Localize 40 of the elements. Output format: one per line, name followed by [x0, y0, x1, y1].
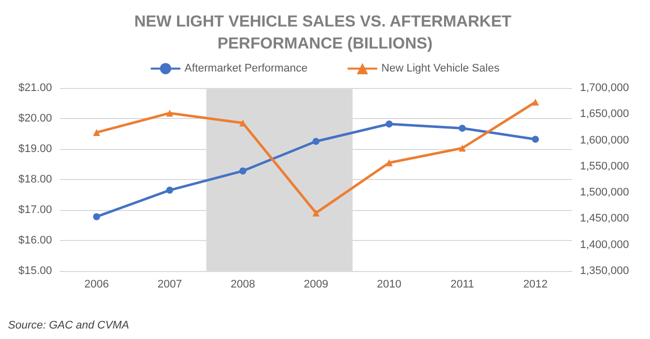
y2-tick-label: 1,600,000: [580, 134, 629, 146]
y-tick-label: $19.00: [18, 143, 52, 155]
y2-tick-label: 1,500,000: [580, 186, 629, 199]
point: [532, 98, 539, 106]
y-tick-label: $15.00: [18, 265, 52, 277]
y-tick-label: $17.00: [18, 204, 52, 216]
point: [386, 120, 393, 128]
point: [93, 128, 100, 136]
x-tick-label: 2011: [450, 278, 474, 290]
y2-tick-label: 1,650,000: [580, 108, 629, 120]
point: [312, 138, 320, 145]
point: [166, 186, 174, 194]
chart-title: NEW LIGHT VEHICLE SALES VS. AFTERMARKET PERFORMANCE (BILLIONS): [134, 14, 516, 52]
x-tick-label: 2006: [84, 278, 109, 290]
y-tick-label: $16.00: [18, 234, 52, 246]
point: [458, 144, 466, 152]
x-tick-label: 2009: [304, 278, 328, 290]
legend-label: New Light Vehicle Sales: [381, 62, 500, 75]
x-tick-label: 2007: [157, 278, 182, 290]
point: [93, 213, 100, 220]
point: [239, 120, 246, 127]
point: [532, 136, 539, 143]
y2-tick-label: 1,350,000: [580, 265, 629, 277]
y2-tick-label: 1,700,000: [580, 82, 629, 94]
legend-label: Aftermarket Performance: [184, 62, 308, 75]
point: [166, 110, 174, 117]
x-tick-label: 2012: [523, 278, 548, 290]
y2-tick-label: 1,550,000: [580, 160, 629, 172]
point: [312, 209, 320, 216]
y2-tick-label: 1,400,000: [580, 238, 629, 251]
point: [458, 124, 466, 132]
point: [386, 159, 393, 166]
y-tick-label: $20.00: [18, 112, 52, 124]
x-tick-label: 2010: [376, 278, 402, 290]
y-tick-label: $18.00: [18, 174, 52, 186]
point: [239, 167, 246, 174]
x-tick-label: 2008: [230, 278, 256, 290]
y2-tick-label: 1,450,000: [580, 212, 629, 225]
y-tick-label: $21.00: [18, 82, 52, 94]
source-note: Source: GAC and CVMA: [8, 320, 130, 332]
